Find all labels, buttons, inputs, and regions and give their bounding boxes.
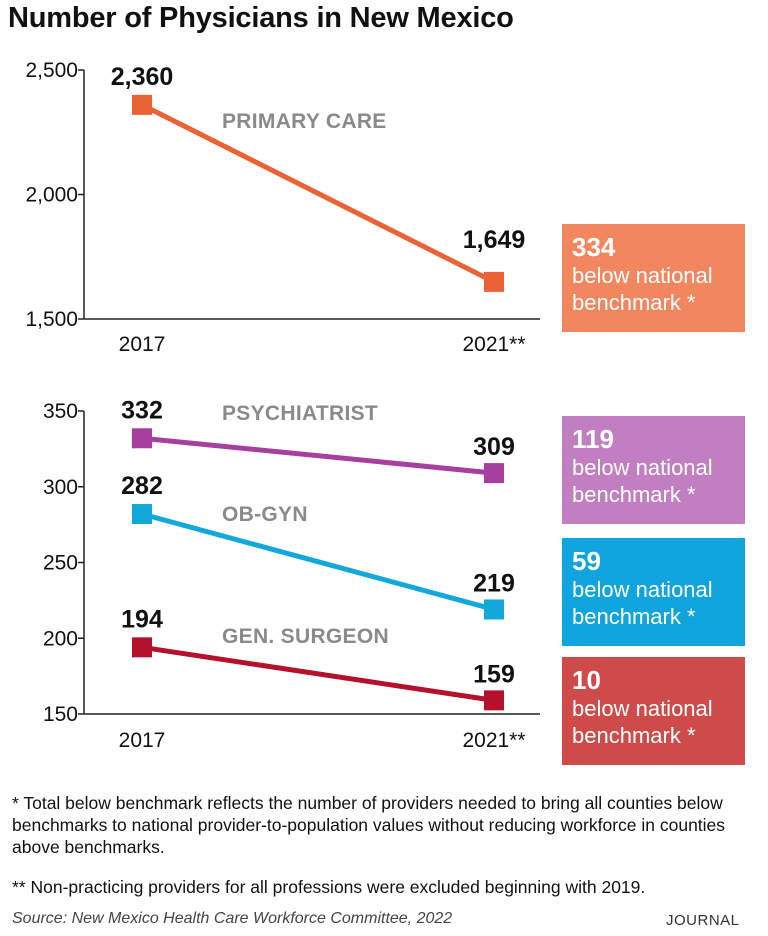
series-name-label: OB-GYN <box>222 503 308 526</box>
data-point-marker <box>132 637 152 658</box>
series-name-label: GEN. SURGEON <box>222 625 389 648</box>
series-line <box>141 644 495 703</box>
y-tick-label: 250 <box>43 552 78 575</box>
data-point-marker <box>132 94 152 115</box>
series-name-label: PSYCHIATRIST <box>222 402 378 425</box>
benchmark-text-line2: benchmark * <box>572 604 696 629</box>
y-tick-label: 350 <box>43 400 78 423</box>
data-label: 194 <box>121 605 163 633</box>
x-tick-label: 2017 <box>119 729 166 752</box>
y-tick-label: 150 <box>43 703 78 726</box>
benchmark-number: 119 <box>572 424 614 454</box>
y-tick-label: 1,500 <box>25 308 78 331</box>
benchmark-box-primary-care: 334 below national benchmark * <box>562 224 745 332</box>
benchmark-box-gen-surgeon: 10 below national benchmark * <box>562 657 745 765</box>
data-point-marker <box>132 504 152 525</box>
x-tick-label: 2021** <box>462 729 525 752</box>
series-name-label: PRIMARY CARE <box>222 110 387 133</box>
data-label: 1,649 <box>463 226 526 254</box>
data-label: 282 <box>121 472 163 500</box>
benchmark-text-line1: below national <box>572 577 713 602</box>
y-tick-label: 2,000 <box>25 184 78 207</box>
benchmark-text-line1: below national <box>572 455 713 480</box>
series-line <box>140 102 496 285</box>
y-tick-label: 200 <box>43 627 78 650</box>
benchmark-number: 334 <box>572 232 616 262</box>
publisher-logo: JOURNAL <box>666 912 740 929</box>
chart-title: Number of Physicians in New Mexico <box>8 2 514 34</box>
data-point-marker <box>484 599 504 620</box>
benchmark-text-line2: benchmark * <box>572 723 696 748</box>
data-point-marker <box>132 428 152 449</box>
data-point-marker <box>484 271 504 292</box>
data-label: 2,360 <box>111 63 174 91</box>
data-label: 219 <box>473 569 515 597</box>
footnote-nonpracticing: ** Non-practicing providers for all prof… <box>12 877 646 897</box>
data-point-marker <box>484 690 504 711</box>
source-credit: Source: New Mexico Health Care Workforce… <box>12 910 453 927</box>
benchmark-text-line2: benchmark * <box>572 482 696 507</box>
benchmark-box-ob-gyn: 59 below national benchmark * <box>562 538 745 646</box>
x-tick-label: 2017 <box>119 333 166 356</box>
benchmark-text-line1: below national <box>572 263 713 288</box>
benchmark-number: 10 <box>572 665 601 695</box>
benchmark-box-psychiatrist: 119 below national benchmark * <box>562 416 745 524</box>
y-tick-label: 300 <box>43 476 78 499</box>
benchmark-number: 59 <box>572 546 601 576</box>
series-line <box>141 435 495 476</box>
y-tick-label: 2,500 <box>25 59 78 82</box>
data-label: 332 <box>121 396 163 424</box>
footnote-benchmark: * Total below benchmark reflects the num… <box>12 793 726 857</box>
benchmark-text-line2: benchmark * <box>572 290 696 315</box>
x-tick-label: 2021** <box>462 333 525 356</box>
benchmark-text-line1: below national <box>572 696 713 721</box>
data-point-marker <box>484 463 504 484</box>
series-line <box>141 511 495 612</box>
data-label: 309 <box>473 433 515 461</box>
physicians-chart: 1,500 2,000 2,500 2017 2021** 2,360 1,649 PRIMA… <box>25 59 540 752</box>
data-label: 159 <box>473 660 515 688</box>
